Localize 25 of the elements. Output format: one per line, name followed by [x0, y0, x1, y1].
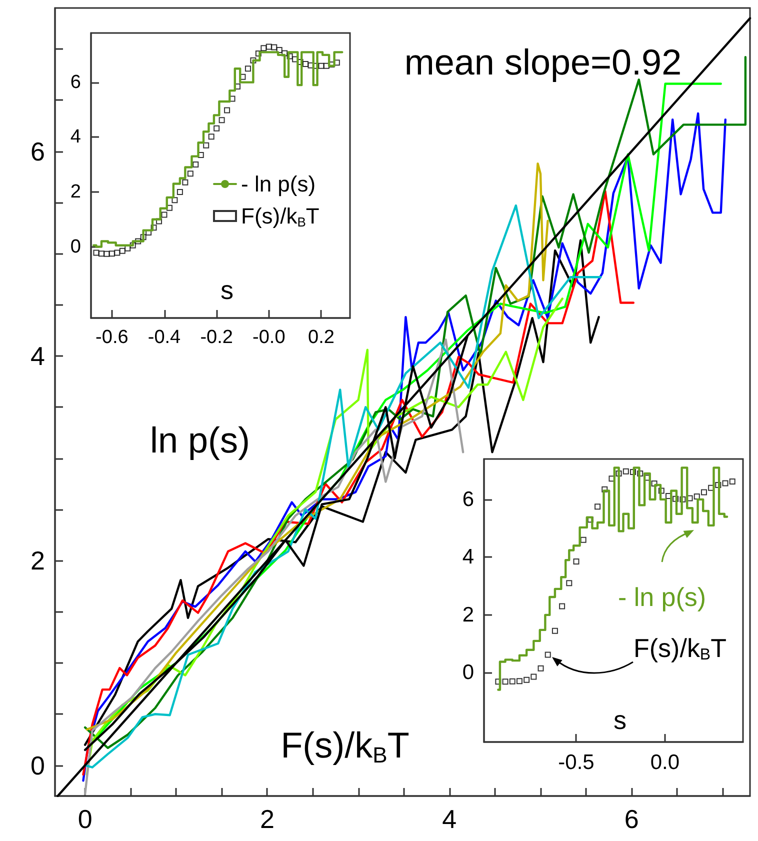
- legend-label: - ln p(s): [618, 582, 706, 612]
- x-tick-label: 2: [260, 804, 274, 834]
- y-tick-label: 6: [462, 488, 474, 511]
- y-tick-label: 4: [462, 546, 474, 569]
- x-tick-label: -0.0: [252, 327, 286, 348]
- x-tick-label: 0.2: [308, 327, 334, 348]
- x-tick-label: 0.0: [650, 751, 680, 774]
- y-tick-label: 0: [70, 236, 81, 258]
- y-tick-label: 6: [70, 72, 81, 93]
- y-tick-label: 0: [462, 661, 474, 684]
- y-tick-label: 6: [30, 136, 45, 166]
- annotation: mean slope=0.92: [404, 42, 682, 82]
- legend-label: - ln p(s): [241, 172, 316, 196]
- x-tick-label: -0.6: [96, 327, 128, 348]
- y-tick-label: 2: [70, 181, 81, 202]
- y-tick-label: 2: [30, 546, 45, 576]
- x-tick-label: -0.5: [558, 751, 594, 774]
- x-tick-label: -0.2: [200, 327, 233, 348]
- y-tick-label: 2: [462, 603, 474, 626]
- y-axis-title: ln p(s): [150, 420, 250, 460]
- x-tick-label: -0.4: [148, 327, 182, 348]
- x-tick-label: 6: [624, 804, 639, 834]
- x-axis-title: s: [220, 275, 234, 305]
- y-tick-label: 4: [70, 126, 82, 148]
- x-axis-title: s: [614, 705, 626, 735]
